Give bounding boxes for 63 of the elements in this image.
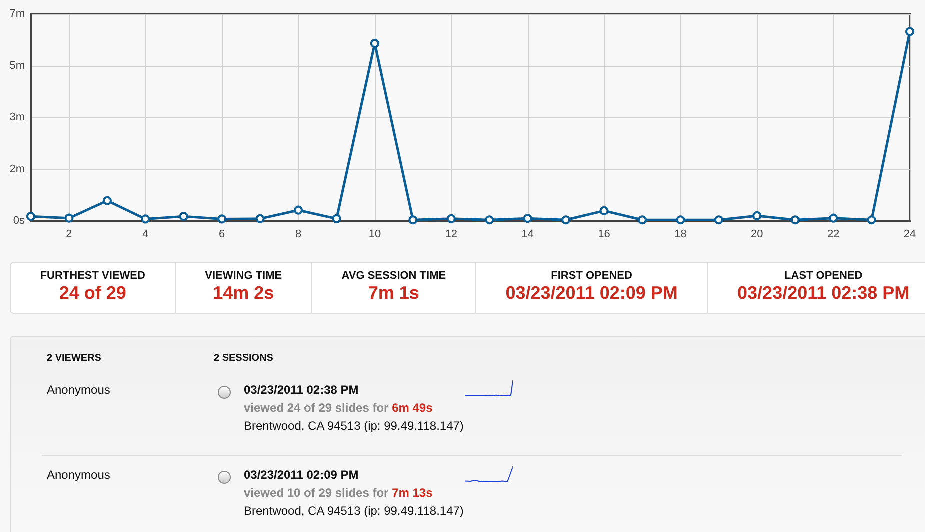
text: Anonymous [47,468,110,482]
point [256,214,265,224]
point [64,214,74,223]
text: 03/23/2011 02:09 PM [504,283,679,304]
point [790,216,800,225]
point [600,206,609,216]
text: 03/23/2011 02:09 PM [244,468,359,482]
x-tick-label: 10 [368,228,382,240]
x-tick-label: 6 [219,228,226,240]
text: 14m 2s [212,283,276,304]
point [676,216,686,225]
point [294,206,304,215]
point [562,216,571,225]
text: 2 VIEWERS [47,353,102,364]
x-tick-label: 24 [904,228,916,240]
text: 2 SESSIONS [214,353,274,364]
text: LAST OPENED [783,270,864,282]
text: Anonymous [47,383,110,397]
point [179,212,188,222]
text: 7m 13s [392,486,433,500]
y-tick-label: 2m [10,163,25,176]
point [752,211,762,220]
x-tick-label: 2 [66,228,72,240]
point [26,212,36,222]
x-tick-label: 20 [751,228,764,240]
x-tick-label: 4 [142,228,149,240]
point [332,214,342,224]
text: 03/23/2011 02:38 PM [244,383,359,397]
y-tick-label: 7m [10,8,25,20]
x-tick-label: 16 [598,228,610,240]
y-tick-label: 5m [10,60,25,72]
text: Brentwood, CA 94513 (ip: 99.49.118.147) [244,419,464,433]
point [906,27,914,36]
text: 03/23/2011 02:38 PM [736,283,911,304]
point [867,216,876,225]
y-tick-label: 0s [13,215,26,227]
text: Brentwood, CA 94513 (ip: 99.49.118.147) [244,504,464,518]
text: 7m 1s [367,283,420,304]
point [485,216,494,225]
text: AVG SESSION TIME [340,270,448,282]
text: viewed 24 of 29 slides for [244,401,389,415]
y-tick-label: 3m [10,112,25,124]
point [446,214,456,224]
text: viewed 10 of 29 slides for [244,486,389,500]
x-tick-label: 14 [522,228,534,240]
x-tick-label: 18 [674,228,687,240]
point [102,196,112,206]
point [370,39,380,48]
x-tick-label: 22 [827,228,840,240]
text: VIEWING TIME [204,270,284,282]
point [141,214,150,224]
point [829,214,838,223]
point [408,216,418,225]
text: 6m 49s [392,401,433,415]
text: FIRST OPENED [550,270,634,282]
x-tick-label: 12 [445,228,458,240]
point [218,214,227,224]
text: 24 of 29 [58,283,128,304]
text: FURTHEST VIEWED [39,270,146,282]
point [523,214,532,224]
x-tick-label: 8 [295,228,302,240]
point [714,216,724,225]
point [638,216,647,225]
